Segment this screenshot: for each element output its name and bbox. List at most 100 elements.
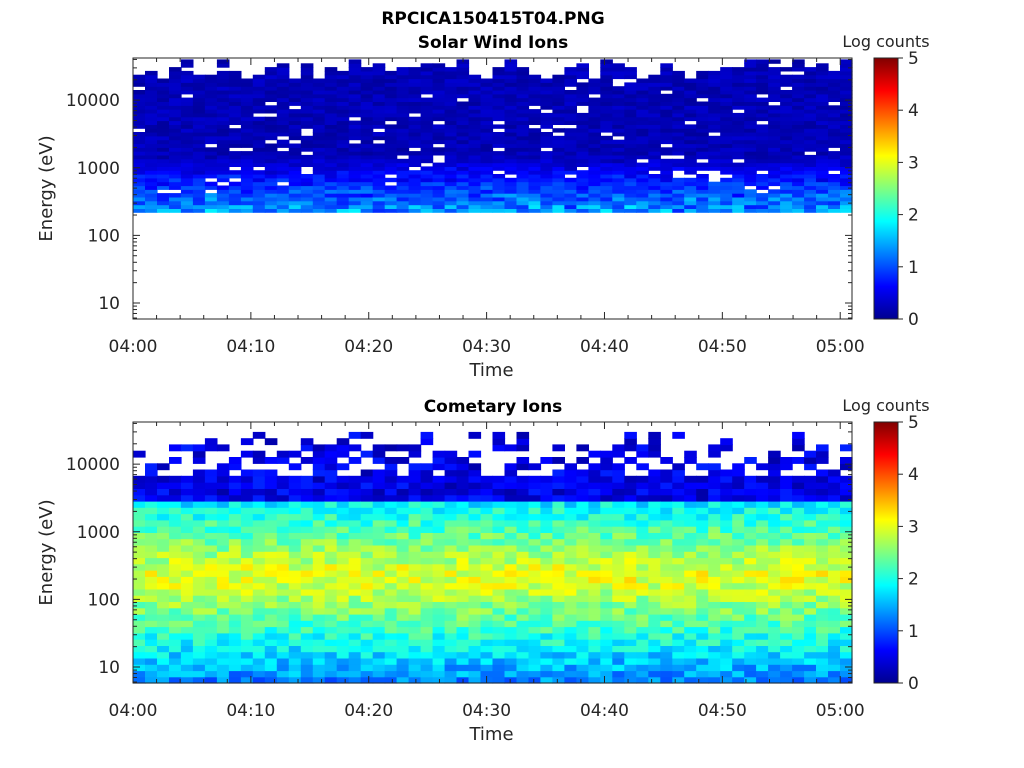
y-tick-label: 10 <box>98 294 120 314</box>
heatmap-cell <box>252 607 266 615</box>
heatmap-cell <box>792 93 805 99</box>
heatmap-cell <box>636 620 649 628</box>
heatmap-cell <box>312 200 326 206</box>
heatmap-cell <box>157 78 170 83</box>
heatmap-cell <box>804 189 817 194</box>
heatmap-cell <box>744 189 757 194</box>
heatmap-cell <box>600 538 613 546</box>
heatmap-cell <box>240 82 254 87</box>
heatmap-cell <box>672 519 685 527</box>
heatmap-cell <box>216 469 230 477</box>
heatmap-cell <box>420 463 434 471</box>
heatmap-cell <box>468 101 482 106</box>
heatmap-cell <box>169 507 182 515</box>
heatmap-cell <box>252 193 266 198</box>
heatmap-cell <box>600 570 613 577</box>
heatmap-cell <box>204 82 218 87</box>
heatmap-cell <box>480 120 494 125</box>
heatmap-cell <box>636 154 649 160</box>
heatmap-cell <box>192 78 206 83</box>
heatmap-cell <box>145 482 158 489</box>
heatmap-cell <box>720 519 733 527</box>
heatmap-cell <box>600 639 613 646</box>
heatmap-cell <box>720 526 733 533</box>
heatmap-cell <box>312 620 326 628</box>
heatmap-cell <box>804 519 817 527</box>
heatmap-cell <box>804 544 817 552</box>
heatmap-cell <box>540 189 553 194</box>
heatmap-cell <box>552 151 565 156</box>
heatmap-cell <box>324 97 338 102</box>
heatmap-cell <box>145 185 158 190</box>
heatmap-cell <box>660 488 673 496</box>
heatmap-cell <box>157 651 170 659</box>
heatmap-cell <box>504 90 518 95</box>
heatmap-cell <box>576 86 589 91</box>
heatmap-cell <box>336 109 350 114</box>
heatmap-cell <box>816 139 829 145</box>
heatmap-cell <box>792 166 805 171</box>
heatmap-cell <box>504 132 518 137</box>
heatmap-cell <box>192 135 206 141</box>
heatmap-cell <box>432 105 446 110</box>
heatmap-cell <box>444 109 458 114</box>
heatmap-cell <box>612 124 625 129</box>
heatmap-cell <box>552 109 565 114</box>
heatmap-cell <box>516 576 530 584</box>
heatmap-cell <box>636 181 649 187</box>
heatmap-cell <box>588 135 601 141</box>
heatmap-cell <box>384 469 398 477</box>
heatmap-cell <box>540 601 553 609</box>
heatmap-cell <box>372 208 386 213</box>
heatmap-cell <box>408 576 422 584</box>
heatmap-cell <box>744 139 757 145</box>
heatmap-cell <box>432 181 446 187</box>
heatmap-cell <box>552 626 565 634</box>
heatmap-cell <box>216 645 230 653</box>
heatmap-cell <box>636 93 649 99</box>
heatmap-cell <box>660 170 673 175</box>
heatmap-cell <box>744 196 757 202</box>
heatmap-cell <box>840 154 853 160</box>
heatmap-cell <box>804 177 817 183</box>
heatmap-cell <box>145 101 158 106</box>
heatmap-cell <box>636 86 649 91</box>
heatmap-cell <box>828 204 841 209</box>
heatmap-cell <box>564 463 577 471</box>
heatmap-cell <box>540 676 553 684</box>
heatmap-cell <box>420 67 434 72</box>
heatmap-cell <box>432 90 446 95</box>
heatmap-cell <box>624 196 637 202</box>
heatmap-cell <box>372 82 386 87</box>
heatmap-cell <box>420 639 434 646</box>
heatmap-cell <box>672 200 685 206</box>
heatmap-cell <box>384 112 398 118</box>
heatmap-cell <box>396 576 410 584</box>
heatmap-cell <box>145 93 158 99</box>
heatmap-cell <box>636 595 649 602</box>
heatmap-cell <box>408 200 422 206</box>
heatmap-cell <box>792 500 805 508</box>
heatmap-cell <box>660 469 673 477</box>
heatmap-cell <box>372 189 386 194</box>
heatmap-cell <box>420 438 434 446</box>
heatmap-cell <box>264 607 278 615</box>
heatmap-cell <box>240 105 254 110</box>
heatmap-cell <box>468 162 482 167</box>
heatmap-cell <box>228 90 242 95</box>
heatmap-cell <box>696 82 709 87</box>
heatmap-cell <box>192 105 206 110</box>
heatmap-cell <box>133 494 146 502</box>
heatmap-cell <box>204 494 218 502</box>
heatmap-cell <box>432 620 446 628</box>
heatmap-cell <box>696 181 709 187</box>
heatmap-cell <box>300 601 314 609</box>
heatmap-cell <box>169 90 182 95</box>
heatmap-cell <box>744 657 757 665</box>
heatmap-cell <box>804 204 817 209</box>
heatmap-cell <box>396 105 410 110</box>
heatmap-cell <box>792 657 805 665</box>
heatmap-cell <box>684 208 697 213</box>
heatmap-cell <box>840 651 853 659</box>
heatmap-cell <box>456 582 470 590</box>
